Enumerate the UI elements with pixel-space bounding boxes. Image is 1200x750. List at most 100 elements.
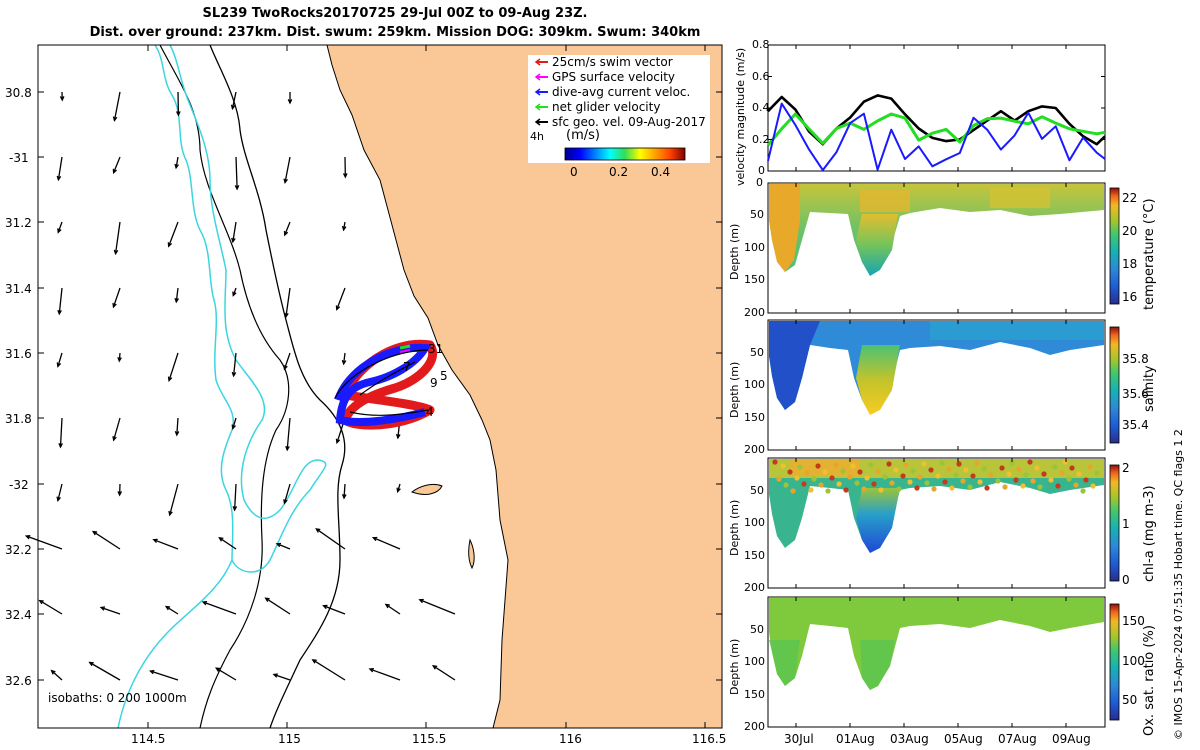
- geo-arrow: [323, 605, 346, 615]
- geo-arrowhead: [395, 433, 401, 440]
- chl-sample-dot: [840, 468, 846, 474]
- velocity-ylabel: velocity magnitude (m/s): [734, 47, 747, 186]
- land-mass: [326, 44, 723, 729]
- geo-arrow: [92, 531, 121, 550]
- geo-arrow: [175, 287, 179, 302]
- geo-arrowhead: [176, 111, 181, 117]
- geo-arrow: [432, 665, 456, 681]
- geo-arrow: [150, 670, 179, 681]
- geo-arrowhead: [315, 528, 321, 533]
- chl-sample-dot: [808, 487, 814, 493]
- geo-arrow: [373, 537, 401, 550]
- chl-sample-dot: [960, 478, 966, 484]
- chl-sample-dot: [907, 479, 913, 485]
- geo-arrowhead: [287, 99, 293, 105]
- chl-sample-dot: [1059, 470, 1065, 476]
- map-xtick: 116: [559, 732, 582, 746]
- chl-sample-dot: [1073, 482, 1079, 488]
- map-xtick: 114.5: [131, 732, 166, 746]
- chl-sample-dot: [850, 463, 856, 469]
- chl-sample-dot: [843, 487, 849, 493]
- geo-arrowhead: [371, 536, 378, 542]
- chl-sample-dot: [776, 476, 782, 482]
- cbar-tick: 1: [1122, 517, 1130, 531]
- depth-tick: 0: [756, 176, 763, 189]
- cbar-tick: 22: [1122, 191, 1138, 205]
- chl-sample-dot: [942, 479, 948, 485]
- chl-sample-dot: [984, 485, 990, 491]
- depth-tick: 50: [750, 484, 764, 497]
- chl-sample-dot: [1002, 484, 1008, 490]
- chl-sample-dot: [921, 461, 927, 467]
- vel-ytick: 0: [758, 164, 765, 177]
- chl-sample-dot: [854, 480, 860, 486]
- chl-sample-dot: [1027, 459, 1033, 465]
- cbar-tick: 18: [1122, 257, 1138, 271]
- chl-sample-dot: [974, 460, 980, 466]
- time-tick: 09Aug: [1052, 732, 1091, 746]
- track-label: 31: [428, 342, 444, 356]
- chl-sample-dot: [780, 463, 786, 469]
- geo-arrow: [273, 673, 291, 681]
- chl-sample-dot: [917, 474, 923, 480]
- velocity-series-line: [767, 102, 1106, 172]
- geo-arrowhead: [56, 496, 61, 502]
- geo-arrowhead: [335, 438, 341, 445]
- map-ytick: 31.8: [5, 412, 32, 426]
- colorbar-unit-label: (m/s): [566, 128, 600, 143]
- chl-sample-dot: [822, 469, 828, 475]
- geo-arrow: [168, 221, 179, 247]
- chl-sample-dot: [896, 486, 902, 492]
- chl-sample-dot: [797, 464, 803, 470]
- chl-sample-dot: [893, 467, 899, 473]
- geo-arrowhead: [368, 668, 374, 673]
- geo-arrowhead: [112, 168, 118, 175]
- geo-arrowhead: [272, 673, 278, 678]
- geo-arrowhead: [215, 667, 221, 672]
- time-tick: 30Jul: [784, 732, 814, 746]
- time-tick: 05Aug: [944, 732, 983, 746]
- chl-sample-dot: [924, 480, 930, 486]
- track-label: 9: [430, 376, 438, 390]
- vel-ytick: 0.8: [752, 38, 770, 51]
- chl-sample-dot: [949, 485, 955, 491]
- geo-arrowhead: [59, 96, 65, 102]
- geo-arrow: [369, 668, 401, 681]
- geo-arrow: [175, 156, 179, 168]
- chl-sample-dot: [1020, 483, 1026, 489]
- geo-arrowhead: [342, 173, 348, 179]
- chl-sample-dot: [886, 461, 892, 467]
- temp-ylabel: Depth (m): [728, 223, 741, 280]
- depth-tick: 200: [744, 443, 765, 456]
- map-xtick: 116.5: [692, 732, 727, 746]
- geo-arrowhead: [152, 538, 158, 544]
- chl-sample-dot: [1034, 465, 1040, 471]
- chl-sample-dot: [1083, 477, 1089, 483]
- isobath-1000: [117, 44, 327, 729]
- chl-sample-dot: [790, 488, 796, 494]
- chl-sample-dot: [935, 473, 941, 479]
- geo-arrow: [312, 659, 346, 681]
- chl-sample-dot: [875, 468, 881, 474]
- chl-sample-dot: [1041, 471, 1047, 477]
- map-ytick: 31.6: [5, 347, 32, 361]
- chl-sample-dot: [1048, 477, 1054, 483]
- vel-ytick: 0.4: [752, 101, 770, 114]
- geo-arrow: [113, 417, 121, 441]
- temp-clabel: temperature (°C): [1142, 198, 1157, 310]
- geo-arrow: [232, 352, 237, 376]
- depth-tick: 50: [750, 623, 764, 636]
- chl-sample-dot: [910, 468, 916, 474]
- velocity-lines: [766, 94, 1106, 172]
- geo-arrowhead: [56, 175, 62, 182]
- chl-sample-dot: [946, 466, 952, 472]
- geo-arrow: [153, 539, 179, 550]
- chl-sample-dot: [825, 488, 831, 494]
- geo-arrow: [235, 156, 238, 190]
- cbar-tick: 2: [1122, 461, 1130, 475]
- chl-sample-dot: [787, 469, 793, 475]
- colorbar-tick-1: 0.2: [609, 165, 629, 179]
- geo-arrowhead: [174, 163, 179, 170]
- depth-tick: 150: [744, 411, 765, 424]
- geo-arrowhead: [117, 356, 122, 363]
